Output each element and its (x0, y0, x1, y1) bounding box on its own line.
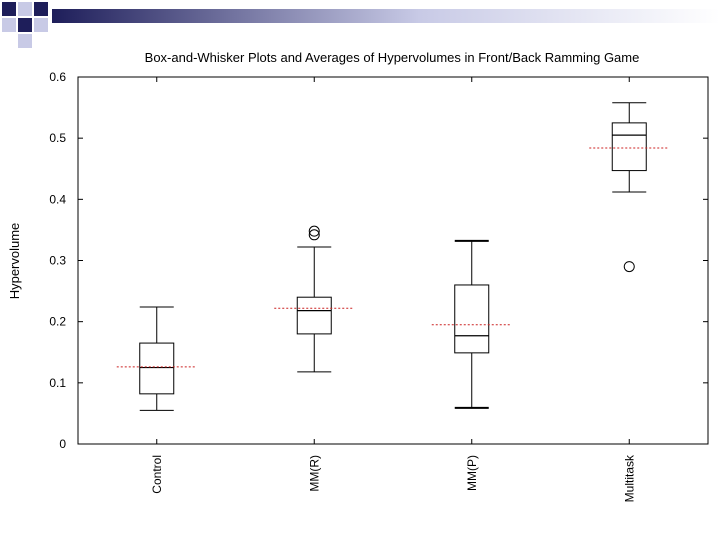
plot-frame (77, 76, 709, 445)
corner-gradient-bar (52, 9, 720, 23)
box-control (116, 306, 197, 411)
box-series (116, 102, 670, 411)
x-tick-label: Multitask (622, 454, 636, 502)
x-tick-label: MM(R) (307, 455, 321, 492)
iqr-box (454, 284, 490, 354)
chart-title: Box-and-Whisker Plots and Averages of Hy… (145, 50, 640, 65)
y-axis: 0 0.1 0.2 0.3 0.4 0.5 0.6 (49, 70, 708, 451)
outlier-point (308, 225, 320, 237)
y-tick-label: 0 (59, 437, 66, 451)
corner-square (2, 18, 16, 32)
y-tick-label: 0.6 (49, 70, 66, 84)
corner-square (2, 2, 16, 16)
corner-square (18, 34, 32, 48)
iqr-box (139, 342, 175, 395)
y-tick-label: 0.5 (49, 131, 66, 145)
corner-square (34, 18, 48, 32)
box-mm-r- (274, 225, 355, 373)
slide-corner-decoration (2, 2, 720, 48)
x-tick-label: Control (150, 455, 164, 494)
corner-square (34, 2, 48, 16)
iqr-box (611, 122, 647, 172)
y-axis-label: Hypervolume (7, 223, 22, 300)
y-tick-label: 0.1 (49, 376, 66, 390)
y-tick-label: 0.4 (49, 192, 66, 206)
y-tick-label: 0.3 (49, 254, 66, 268)
corner-square (18, 2, 32, 16)
x-axis: Control MM(R) MM(P) Multitask (150, 77, 636, 502)
outlier-point (623, 261, 635, 273)
iqr-box (296, 296, 332, 335)
x-tick-label: MM(P) (465, 455, 479, 491)
corner-square (18, 18, 32, 32)
box-multitask (589, 102, 670, 273)
outlier-point (308, 229, 320, 241)
box-mm-p- (431, 239, 512, 409)
y-tick-label: 0.2 (49, 315, 66, 329)
